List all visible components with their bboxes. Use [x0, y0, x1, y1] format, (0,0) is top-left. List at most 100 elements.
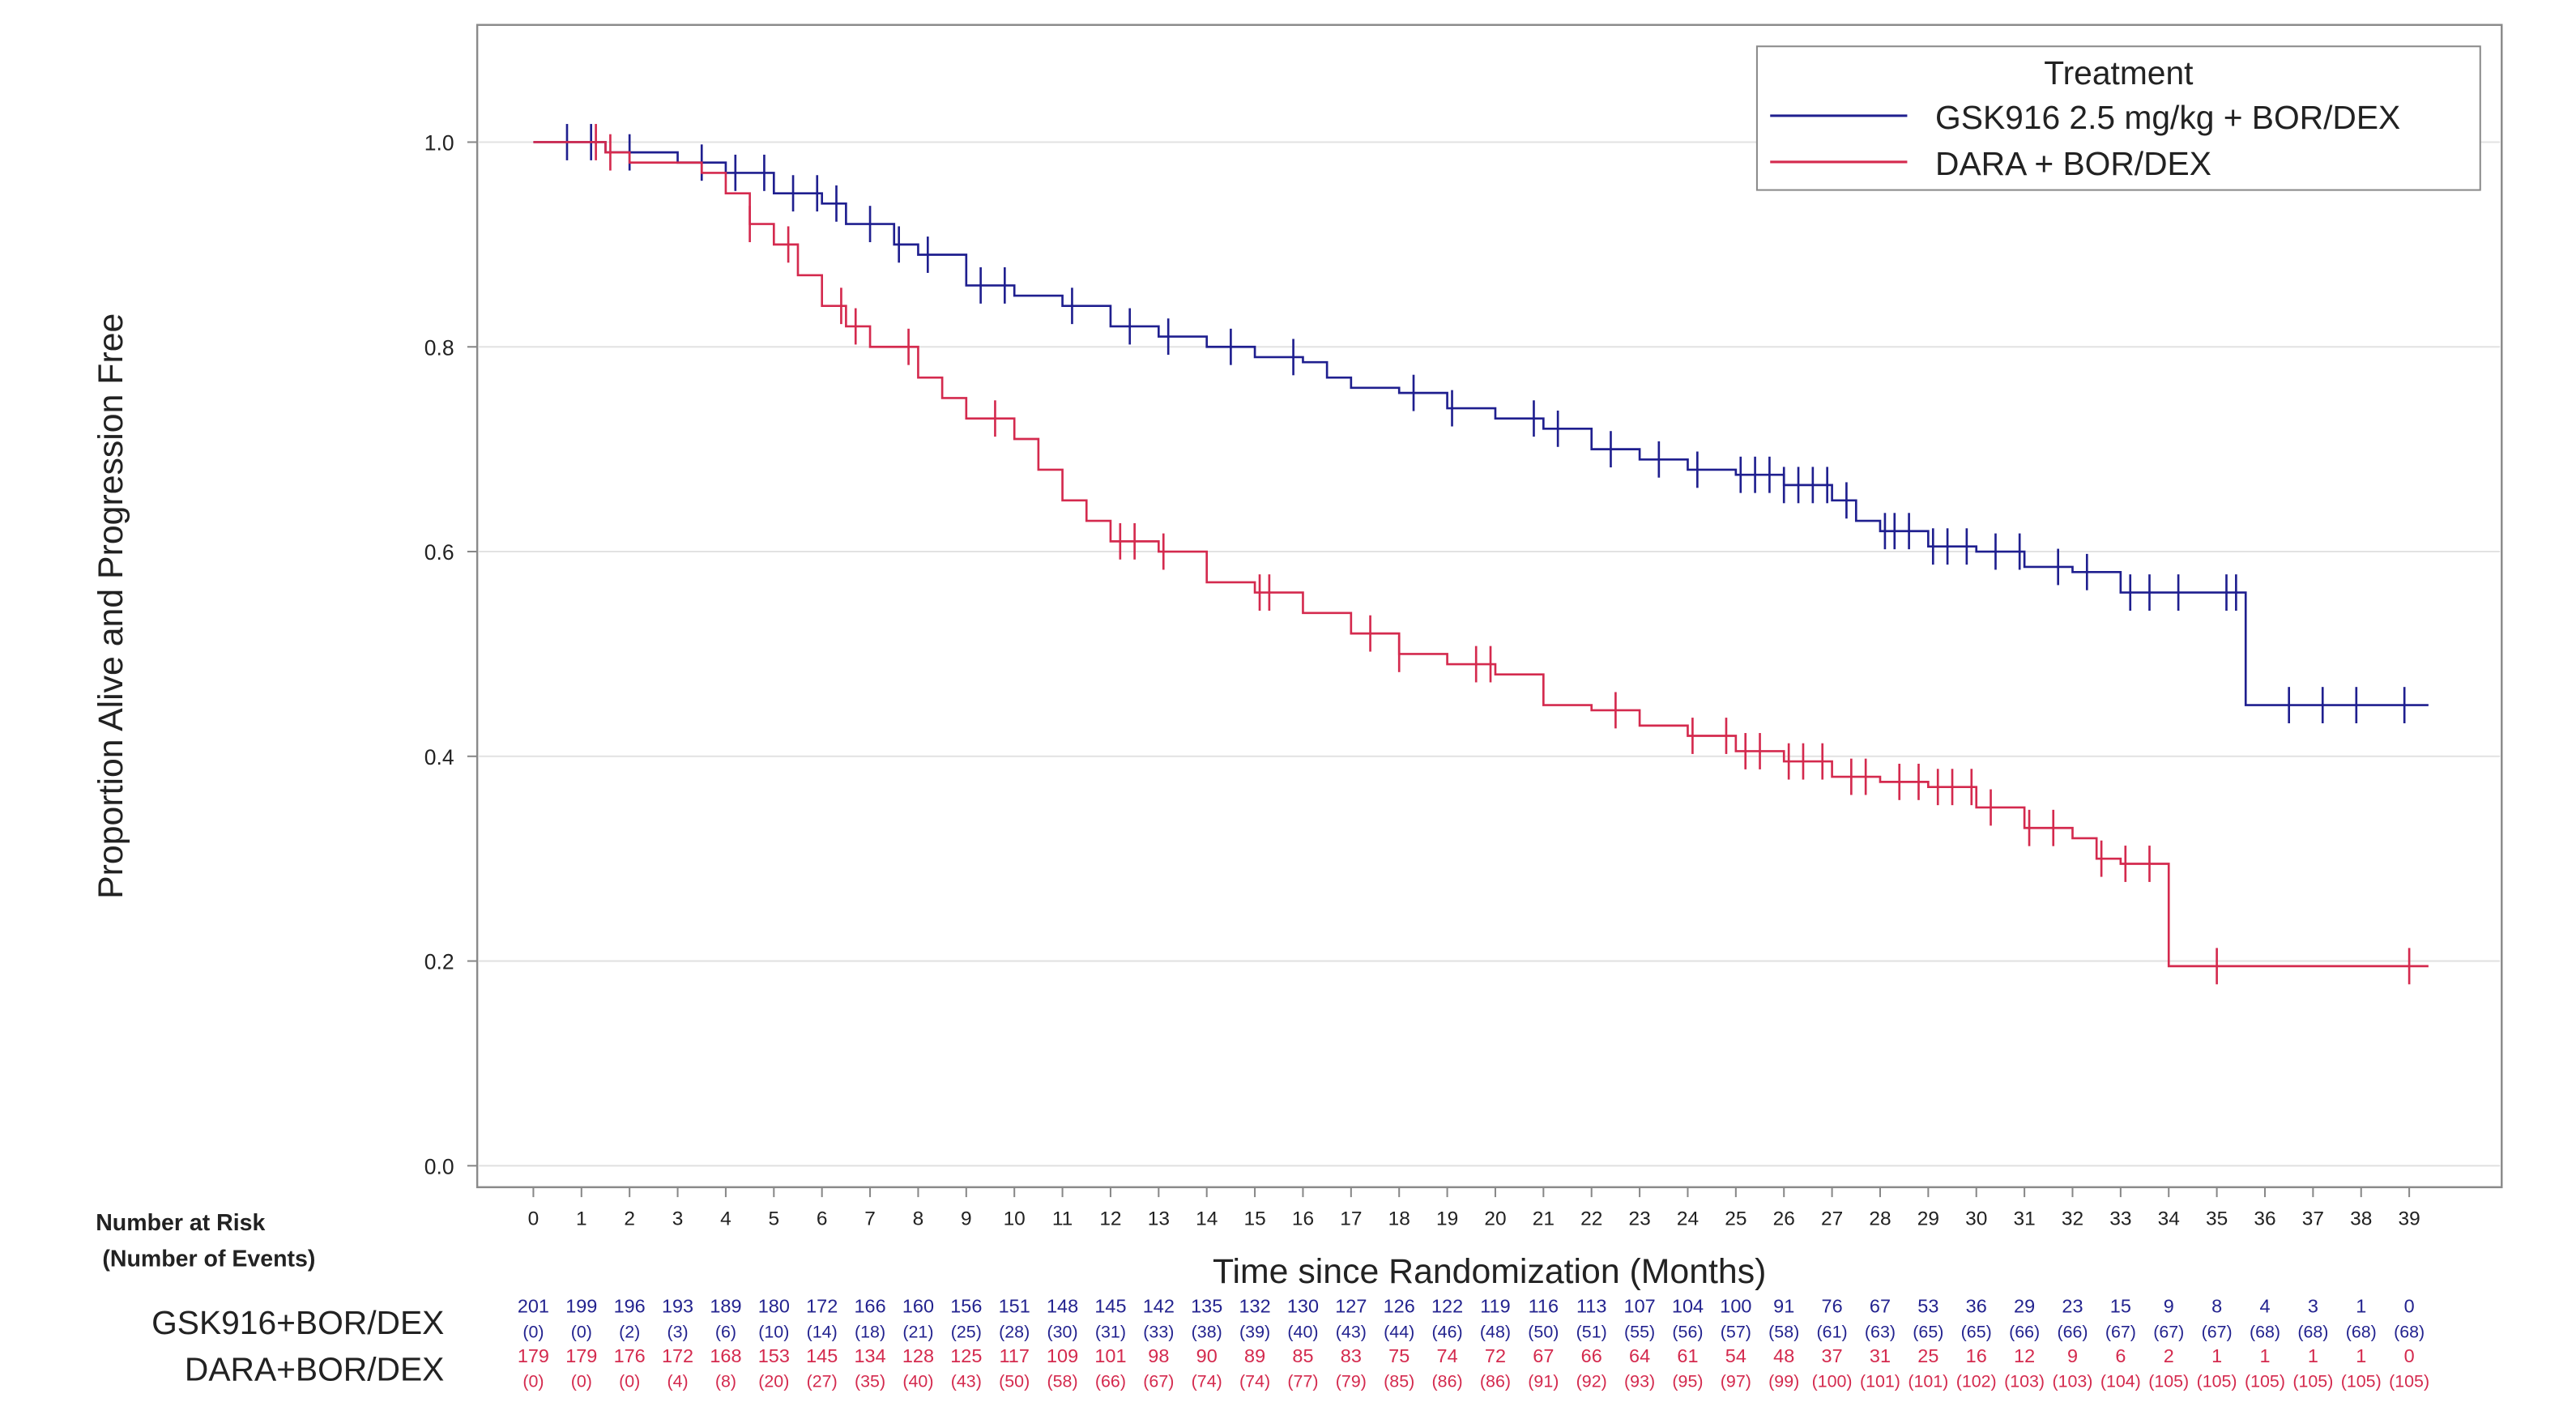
risk-events-cell: (67) [2105, 1322, 2136, 1341]
risk-events-cell: (14) [807, 1322, 838, 1341]
legend-label-dara: DARA + BOR/DEX [1935, 145, 2211, 182]
risk-events-cell: (43) [1336, 1322, 1367, 1341]
risk-events-cell: (65) [1913, 1322, 1943, 1341]
risk-events-cell: (68) [2297, 1322, 2328, 1341]
risk-events-cell: (86) [1480, 1371, 1511, 1391]
x-tick-label: 36 [2254, 1208, 2275, 1230]
risk-at-risk-cell: 12 [2014, 1345, 2035, 1366]
x-tick-label: 24 [1677, 1208, 1699, 1230]
risk-events-cell: (50) [1528, 1322, 1559, 1341]
risk-at-risk-cell: 1 [2356, 1345, 2366, 1366]
x-tick-label: 2 [624, 1208, 635, 1230]
y-tick-label: 0.4 [424, 745, 454, 769]
risk-at-risk-cell: 8 [2211, 1296, 2222, 1317]
x-tick-label: 33 [2109, 1208, 2131, 1230]
risk-at-risk-cell: 72 [1485, 1345, 1506, 1366]
risk-at-risk-cell: 90 [1196, 1345, 1218, 1366]
risk-at-risk-cell: 25 [1917, 1345, 1938, 1366]
x-tick-label: 23 [1628, 1208, 1650, 1230]
risk-events-cell: (43) [951, 1371, 982, 1391]
risk-events-cell: (67) [1143, 1371, 1174, 1391]
risk-at-risk-cell: 67 [1533, 1345, 1554, 1366]
risk-at-risk-cell: 66 [1581, 1345, 1602, 1366]
risk-events-cell: (8) [715, 1371, 736, 1391]
risk-events-cell: (68) [2250, 1322, 2280, 1341]
x-tick-label: 5 [769, 1208, 780, 1230]
legend: Treatment GSK916 2.5 mg/kg + BOR/DEX DAR… [1755, 45, 2481, 191]
risk-events-cell: (61) [1817, 1322, 1848, 1341]
km-curve-dara [533, 141, 2429, 968]
risk-events-cell: (40) [1287, 1322, 1318, 1341]
risk-at-risk-cell: 134 [855, 1345, 886, 1366]
risk-events-cell: (91) [1528, 1371, 1559, 1391]
risk-events-cell: (48) [1480, 1322, 1511, 1341]
risk-row-label-dara: DARA+BOR/DEX [185, 1350, 444, 1387]
risk-at-risk-cell: 85 [1292, 1345, 1313, 1366]
risk-at-risk-cell: 89 [1244, 1345, 1265, 1366]
x-tick-label: 9 [961, 1208, 972, 1230]
risk-at-risk-cell: 113 [1576, 1296, 1606, 1317]
risk-at-risk-cell: 9 [2067, 1345, 2078, 1366]
risk-events-cell: (20) [758, 1371, 789, 1391]
km-curve-gsk916 [533, 141, 2429, 706]
y-tick-label: 1.0 [424, 131, 454, 156]
x-tick-label: 3 [672, 1208, 684, 1230]
risk-events-cell: (105) [2197, 1371, 2237, 1391]
x-tick-label: 29 [1917, 1208, 1939, 1230]
risk-at-risk-cell: 172 [662, 1345, 693, 1366]
risk-at-risk-cell: 1 [2211, 1345, 2222, 1366]
risk-events-cell: (66) [1095, 1371, 1126, 1391]
risk-events-cell: (92) [1576, 1371, 1607, 1391]
x-tick-label: 17 [1340, 1208, 1362, 1230]
risk-at-risk-cell: 74 [1437, 1345, 1458, 1366]
y-axis-label: Proportion Alive and Progression Free [92, 313, 130, 899]
risk-at-risk-cell: 166 [855, 1296, 886, 1317]
risk-events-cell: (31) [1095, 1322, 1126, 1341]
risk-events-cell: (0) [522, 1371, 544, 1391]
risk-at-risk-cell: 153 [758, 1345, 790, 1366]
risk-table-title: Number at Risk [96, 1210, 265, 1236]
risk-events-cell: (10) [758, 1322, 789, 1341]
risk-events-cell: (101) [1860, 1371, 1900, 1391]
x-tick-label: 34 [2158, 1208, 2180, 1230]
risk-at-risk-cell: 168 [710, 1345, 741, 1366]
risk-at-risk-cell: 172 [806, 1296, 838, 1317]
risk-at-risk-cell: 48 [1773, 1345, 1794, 1366]
risk-at-risk-cell: 189 [710, 1296, 741, 1317]
risk-events-cell: (50) [999, 1371, 1030, 1391]
risk-at-risk-cell: 126 [1384, 1296, 1415, 1317]
risk-at-risk-cell: 31 [1870, 1345, 1891, 1366]
risk-events-cell: (4) [667, 1371, 688, 1391]
risk-at-risk-cell: 104 [1672, 1296, 1704, 1317]
risk-events-cell: (93) [1624, 1371, 1655, 1391]
risk-events-cell: (2) [619, 1322, 640, 1341]
risk-events-cell: (0) [619, 1371, 640, 1391]
x-tick-label: 10 [1004, 1208, 1026, 1230]
x-tick-label: 0 [528, 1208, 540, 1230]
x-tick-label: 26 [1773, 1208, 1795, 1230]
risk-events-cell: (21) [902, 1322, 933, 1341]
risk-events-cell: (105) [2148, 1371, 2189, 1391]
x-axis-label: Time since Randomization (Months) [1213, 1252, 1766, 1291]
risk-at-risk-cell: 109 [1047, 1345, 1078, 1366]
risk-at-risk-cell: 23 [2062, 1296, 2083, 1317]
risk-events-cell: (103) [2004, 1371, 2045, 1391]
x-tick-label: 38 [2350, 1208, 2372, 1230]
risk-events-cell: (105) [2245, 1371, 2285, 1391]
risk-events-cell: (79) [1336, 1371, 1367, 1391]
legend-label-gsk916: GSK916 2.5 mg/kg + BOR/DEX [1935, 99, 2400, 136]
risk-at-risk-cell: 36 [1966, 1296, 1987, 1317]
x-tick-label: 15 [1243, 1208, 1265, 1230]
risk-events-cell: (101) [1908, 1371, 1948, 1391]
risk-at-risk-cell: 160 [902, 1296, 934, 1317]
risk-at-risk-cell: 0 [2404, 1345, 2415, 1366]
risk-events-cell: (28) [999, 1322, 1030, 1341]
x-axis-ticks: 0 1 2 3 4 5 6 7 8 9 10 11 12 13 14 15 16 17 18 19 20 21 22 23 24… [477, 1186, 2502, 1230]
risk-at-risk-cell: 107 [1624, 1296, 1656, 1317]
risk-events-cell: (103) [2053, 1371, 2093, 1391]
risk-at-risk-cell: 199 [565, 1296, 597, 1317]
risk-events-cell: (97) [1721, 1371, 1751, 1391]
risk-table-subtitle: (Number of Events) [102, 1246, 315, 1272]
x-tick-label: 30 [1965, 1208, 1987, 1230]
